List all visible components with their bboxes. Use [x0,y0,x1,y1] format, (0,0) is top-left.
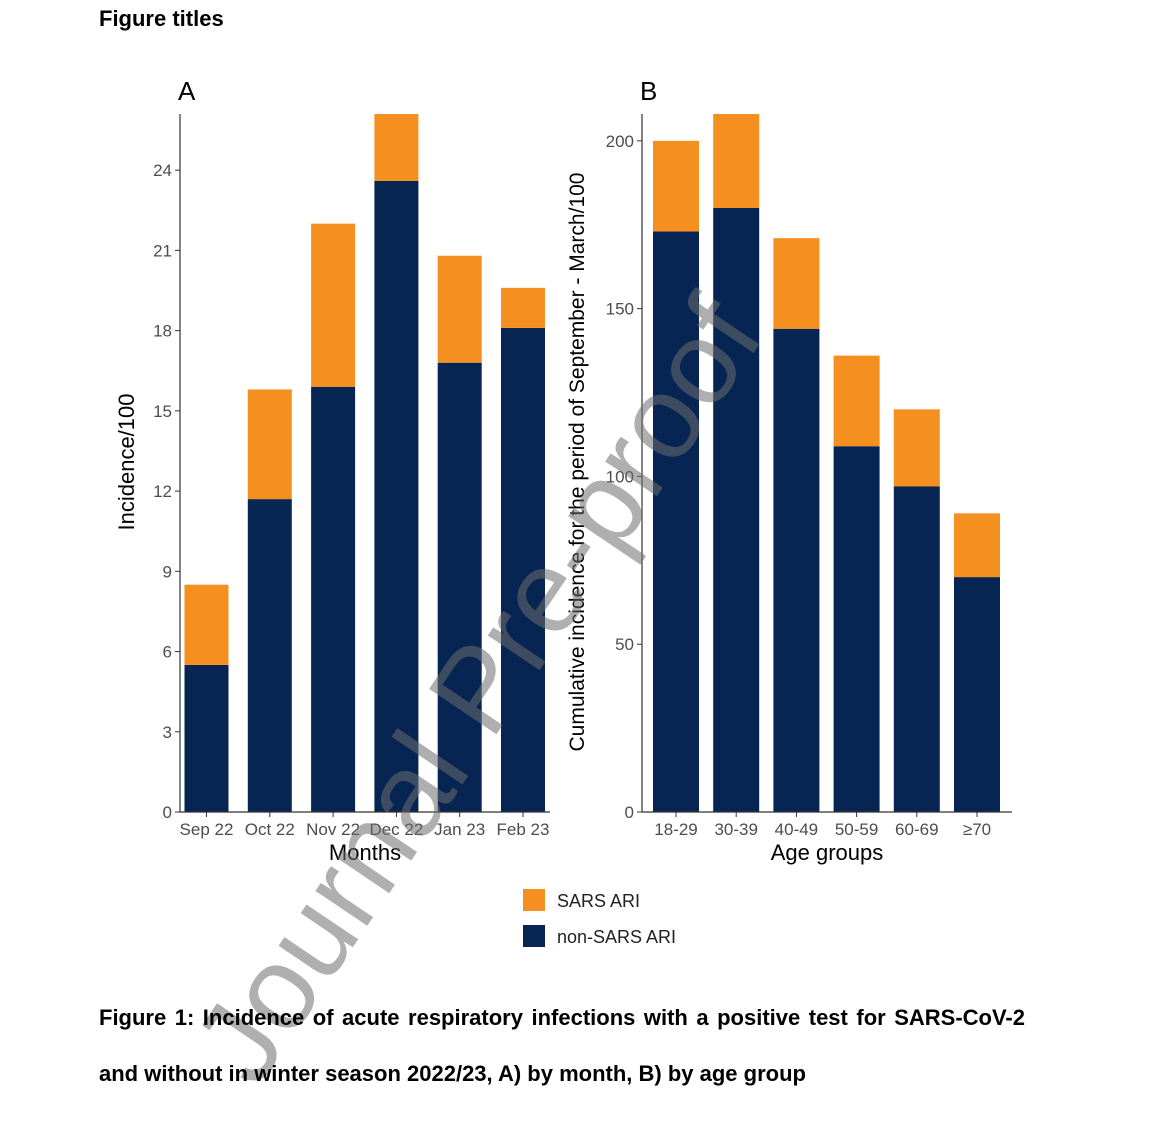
panel-a-bar-nonsars-6 [501,327,545,812]
panel-a-ytick-label: 24 [153,161,172,180]
panel-a-ytick-label: 6 [163,643,172,662]
panel-a-bar-sars-5 [437,255,482,363]
panel-b-bar-nonsars-5 [893,486,940,812]
panel-a-ytick-label: 0 [163,803,172,822]
panel-b-bar-nonsars-1 [653,231,699,813]
panel-a-bar-sars-3 [311,223,356,387]
panel-b-bar-sars-1 [653,140,699,232]
panel-b-x-axis-title: Age groups [771,840,884,865]
panel-a-xtick-label: Feb 23 [497,820,550,839]
panel-a-bar-nonsars-3 [311,386,356,812]
panel-b-ytick-label: 0 [625,803,634,822]
panel-a-xtick-label: Oct 22 [245,820,295,839]
panel-b-bar-sars-5 [893,409,940,487]
panel-b-xtick-label: 18-29 [654,820,697,839]
panel-a-ytick-label: 3 [163,723,172,742]
panel-b-bar-nonsars-4 [833,446,880,812]
panel-a-bar-sars-6 [501,287,545,328]
panel-b-label: B [640,76,657,106]
panel-a-label: A [178,76,196,106]
panel-b-ytick-label: 100 [606,467,634,486]
panel-b-bar-nonsars-3 [773,328,820,812]
panel-a-bar-sars-4 [374,114,419,181]
panel-a-ytick-label: 18 [153,322,172,341]
legend-swatch-nonsars [523,925,545,947]
panel-a-ytick-label: 15 [153,402,172,421]
panel-a-bar-nonsars-5 [437,362,482,812]
panel-a-bar-nonsars-1 [184,664,229,812]
panel-b-bar-sars-2 [713,114,760,208]
figure-titles-heading: Figure titles [99,6,224,31]
panel-b-bar-sars-3 [773,238,820,329]
legend-swatch-sars [523,889,545,911]
panel-a-bar-sars-1 [184,584,229,665]
panel-a-ytick-label: 12 [153,482,172,501]
panel-a-y-axis-title: Incidence/100 [114,394,139,531]
panel-a-bar-sars-2 [247,389,292,500]
panel-a-bar-nonsars-4 [374,180,419,813]
panel-a-ytick-label: 9 [163,562,172,581]
panel-b-xtick-label: ≥70 [963,820,991,839]
figure-caption: Figure 1: Incidence of acute respiratory… [99,1005,1025,1086]
panel-b-xtick-label: 60-69 [895,820,938,839]
panel-b-ytick-label: 150 [606,300,634,319]
panel-a-xtick-label: Jan 23 [434,820,485,839]
panel-a-xtick-label: Sep 22 [180,820,234,839]
panel-a-xtick-label: Dec 22 [369,820,423,839]
legend-label: SARS ARI [557,891,640,911]
panel-b-ytick-label: 50 [615,635,634,654]
panel-a-xtick-label: Nov 22 [306,820,360,839]
legend-label: non-SARS ARI [557,927,676,947]
panel-a-ytick-label: 21 [153,241,172,260]
panel-a-x-axis-title: Months [329,840,401,865]
figure-charts: A Sep 22 Oct 22 Nov 22 Dec 22 Jan 23 Feb 23 0 3 6… [114,76,1012,947]
panel-b-bar-nonsars-2 [713,207,760,812]
panel-b-xtick-label: 40-49 [775,820,818,839]
panel-b-y-axis-title: Cumulative incidence for the period of S… [566,173,589,752]
panel-b-bar-sars-6 [954,513,1000,578]
panel-b-xtick-label: 50-59 [835,820,878,839]
panel-b-xtick-label: 30-39 [714,820,757,839]
panel-a-bar-nonsars-2 [247,499,292,812]
panel-b-bar-nonsars-6 [954,577,1000,812]
panel-b-bar-sars-4 [833,355,880,447]
panel-b-ytick-label: 200 [606,132,634,151]
